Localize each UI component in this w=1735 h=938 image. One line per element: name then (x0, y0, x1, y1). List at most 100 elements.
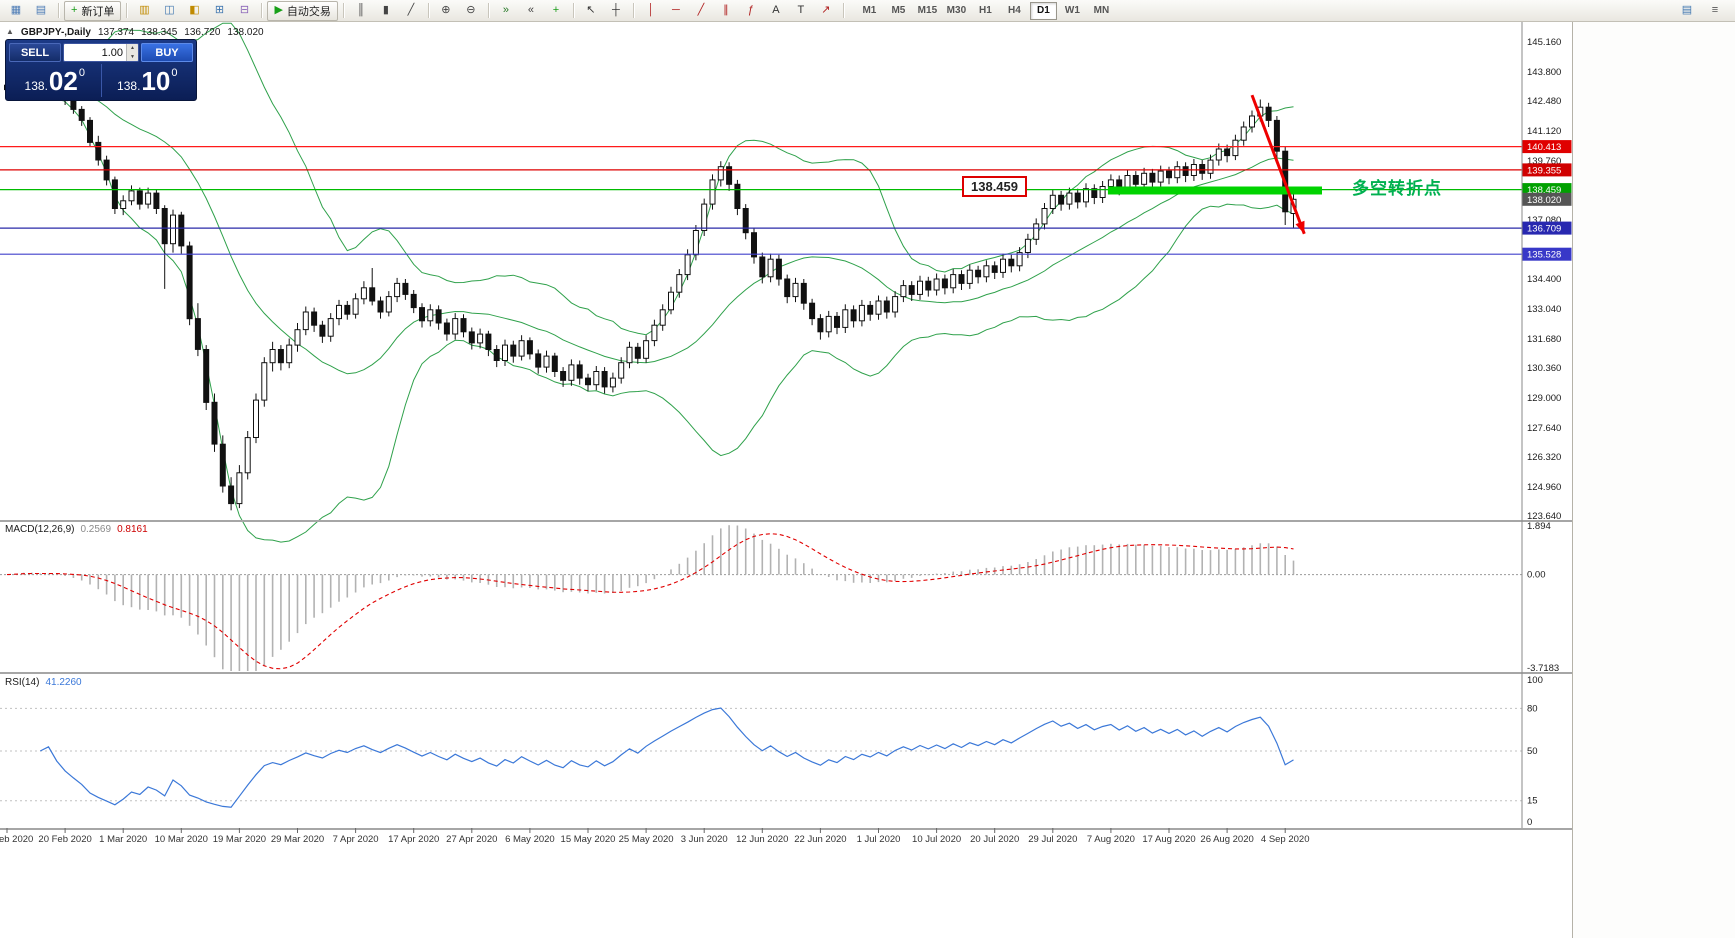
current-price-chip-label: 138.020 (1527, 195, 1561, 206)
candle-body (892, 296, 899, 313)
candle-body (360, 287, 367, 300)
strategy-tester-icon[interactable]: ⊟ (232, 1, 256, 21)
buy-price-prefix: 138. (117, 79, 141, 93)
indicators-icon[interactable]: + (544, 1, 568, 21)
terminal-icon[interactable]: ⊞ (207, 1, 231, 21)
annotation-text[interactable]: 多空转折点 (1352, 179, 1442, 198)
new-order-button[interactable]: + 新订单 (64, 0, 122, 21)
volume-value[interactable]: 1.00 (101, 47, 123, 59)
workspace-empty (1573, 22, 1735, 938)
buy-button[interactable]: BUY (141, 43, 193, 62)
candle-body (1024, 238, 1031, 254)
chart-canvas[interactable]: 145.160 143.800 142.480 141.120 139.760 137.0… (0, 22, 1572, 938)
horizontal-line-icon[interactable]: ─ (664, 1, 688, 21)
new-chart-icon[interactable]: ▦ (4, 1, 28, 21)
candle-body (917, 280, 923, 295)
pane-separator[interactable] (0, 672, 1572, 674)
price-tick-label: 143.800 (1527, 67, 1561, 78)
new-order-button-label: 新订单 (81, 5, 115, 18)
candle-body (394, 282, 401, 298)
price-tick-label: 145.160 (1527, 37, 1561, 48)
line-chart-icon[interactable]: ╱ (399, 1, 423, 21)
auto-scroll-icon[interactable]: » (494, 1, 518, 21)
timeframe-m1[interactable]: M1 (862, 5, 877, 16)
macd-main-value: 0.2569 (80, 524, 112, 535)
price-callout-box[interactable]: 138.459 (962, 176, 1027, 197)
zoom-out-icon[interactable]: ⊖ (459, 1, 483, 21)
zoom-in-icon[interactable]: ⊕ (434, 1, 458, 21)
fibonacci-icon[interactable]: ƒ (739, 1, 763, 21)
buy-price[interactable]: 138. 10 0 (102, 64, 194, 97)
timeframe-m15[interactable]: M15 (917, 5, 938, 16)
timeframe-w1[interactable]: W1 (1064, 5, 1080, 16)
candle-body (95, 141, 102, 161)
price-tick-label: 133.040 (1527, 304, 1561, 315)
arrows-icon[interactable]: ↗ (814, 1, 838, 21)
collapse-panel-icon[interactable]: ▲ (6, 27, 14, 36)
candle-body (1240, 126, 1247, 141)
rsi-axis-label: 80 (1527, 703, 1538, 714)
chart-profiles-icon[interactable]: ▤ (29, 1, 53, 21)
candle-body (933, 278, 940, 291)
bar-chart-icon[interactable]: ║ (349, 1, 373, 21)
text-icon[interactable]: A (764, 1, 788, 21)
candle-body (792, 282, 799, 298)
volume-input[interactable]: 1.00 ▲ ▼ (63, 43, 139, 62)
pane-separator[interactable] (0, 520, 1572, 522)
candle-body (908, 285, 915, 295)
candle-body (535, 353, 542, 368)
candle-body (319, 324, 326, 337)
channel-icon[interactable]: ∥ (714, 1, 738, 21)
crosshair-icon[interactable]: ┼ (604, 1, 628, 21)
fibonacci-icon: ƒ (747, 4, 754, 16)
market-watch-icon: ▥ (139, 4, 150, 16)
hline-price-chip (1522, 221, 1572, 235)
date-label: 17 Apr 2020 (388, 834, 439, 845)
date-label: 10 Jul 2020 (912, 834, 961, 845)
cursor-icon[interactable]: ↖ (579, 1, 603, 21)
timeframe-m5[interactable]: M5 (891, 5, 906, 16)
trend-arrow[interactable] (1250, 94, 1306, 235)
trendline-icon[interactable]: ╱ (689, 1, 713, 21)
timeframe-d1[interactable]: D1 (1029, 1, 1057, 20)
auto-scroll-icon: » (502, 4, 509, 16)
candle-body (277, 349, 284, 364)
sell-price[interactable]: 138. 02 0 (9, 64, 102, 97)
market-watch-icon[interactable]: ▥ (132, 1, 156, 21)
toolbar-separator (632, 3, 634, 18)
timeframe-m30[interactable]: M30 (946, 5, 967, 16)
label-icon[interactable]: T (789, 1, 813, 21)
date-label: 29 Jul 2020 (1028, 834, 1077, 845)
data-window-icon[interactable]: ◫ (157, 1, 181, 21)
candle-body (419, 307, 425, 322)
pane-separator[interactable] (0, 828, 1572, 830)
window-menu-icon[interactable]: ≡ (1703, 1, 1727, 21)
timeframe-h4[interactable]: H4 (1008, 5, 1021, 16)
candle-body (809, 302, 816, 320)
volume-down-button[interactable]: ▼ (127, 52, 138, 61)
volume-up-button[interactable]: ▲ (127, 44, 138, 53)
timeframe-mn[interactable]: MN (1093, 5, 1110, 16)
charts-list-icon: ▤ (1681, 4, 1693, 16)
candlestick-chart-icon[interactable]: ▮ (374, 1, 398, 21)
date-label: 7 Aug 2020 (1087, 834, 1135, 845)
candle-body (1174, 166, 1181, 179)
charts-list-icon[interactable]: ▤ (1675, 1, 1699, 21)
date-label: 3 Jun 2020 (681, 834, 728, 845)
autotrading-button[interactable]: ▶ 自动交易 (267, 0, 338, 21)
navigator-icon[interactable]: ◧ (182, 1, 206, 21)
candle-body (568, 364, 575, 381)
vertical-line-icon[interactable]: │ (639, 1, 663, 21)
candle-body (560, 371, 567, 381)
candle-body (867, 304, 874, 315)
sell-button[interactable]: SELL (9, 43, 61, 62)
candle-body (1074, 192, 1081, 203)
timeframe-h1[interactable]: H1 (979, 5, 992, 16)
trend-arrow-head[interactable] (1295, 220, 1305, 234)
support-zone-bar[interactable] (1107, 186, 1322, 195)
candle-body (1149, 172, 1156, 183)
volume-spinner: ▲ ▼ (126, 44, 138, 61)
candle-body (576, 364, 583, 379)
hline-price-chip (1522, 247, 1572, 261)
chart-shift-icon[interactable]: « (519, 1, 543, 21)
